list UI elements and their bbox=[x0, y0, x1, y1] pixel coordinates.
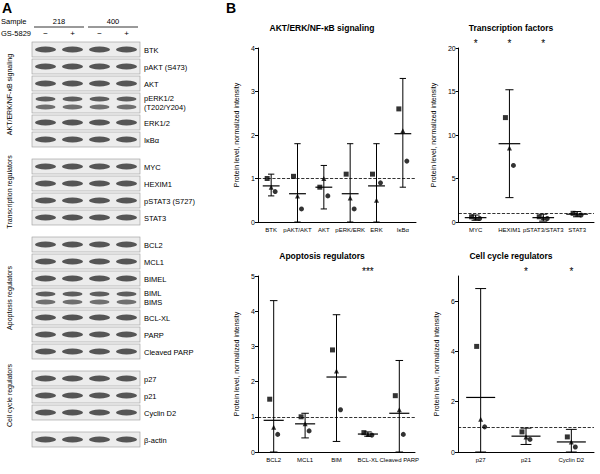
svg-text:Cell cycle regulators: Cell cycle regulators bbox=[6, 363, 14, 427]
svg-text:2: 2 bbox=[251, 378, 255, 385]
svg-text:BCL-XL: BCL-XL bbox=[144, 314, 170, 323]
svg-text:400: 400 bbox=[107, 17, 120, 26]
svg-text:5: 5 bbox=[452, 175, 456, 182]
svg-text:+: + bbox=[70, 29, 75, 38]
svg-text:STAT3: STAT3 bbox=[144, 214, 166, 223]
svg-text:Cleaved PARP: Cleaved PARP bbox=[380, 457, 420, 463]
svg-text:p21: p21 bbox=[144, 392, 157, 401]
svg-text:BCL-XL: BCL-XL bbox=[357, 457, 379, 463]
svg-text:BIML: BIML bbox=[144, 289, 162, 298]
svg-text:pERK1/2: pERK1/2 bbox=[144, 94, 174, 103]
svg-text:218: 218 bbox=[53, 17, 66, 26]
svg-text:Transcription regulators: Transcription regulators bbox=[6, 155, 14, 229]
svg-text:β-actin: β-actin bbox=[144, 436, 167, 445]
svg-text:AKT: AKT bbox=[144, 80, 159, 89]
svg-text:Sample: Sample bbox=[1, 17, 26, 26]
svg-text:p27: p27 bbox=[144, 375, 157, 384]
svg-text:1: 1 bbox=[251, 175, 255, 182]
svg-text:ERK1/2: ERK1/2 bbox=[144, 119, 170, 128]
html-text:B: B bbox=[226, 0, 237, 16]
svg-text:p27: p27 bbox=[476, 457, 487, 463]
svg-text:*: * bbox=[474, 38, 478, 49]
svg-text:pSTAT3/STAT3: pSTAT3/STAT3 bbox=[523, 227, 564, 233]
svg-text:−: − bbox=[43, 29, 48, 38]
svg-text:(T202/Y204): (T202/Y204) bbox=[144, 103, 186, 112]
svg-text:4: 4 bbox=[251, 308, 255, 315]
svg-text:1: 1 bbox=[251, 413, 255, 420]
svg-text:Cleaved PARP: Cleaved PARP bbox=[144, 348, 193, 357]
svg-text:STAT3: STAT3 bbox=[568, 227, 586, 233]
svg-text:Protein level, normalized inte: Protein level, normalized intensity bbox=[233, 82, 241, 187]
svg-text:10: 10 bbox=[448, 132, 456, 139]
svg-text:3: 3 bbox=[251, 88, 255, 95]
svg-text:0: 0 bbox=[251, 219, 255, 226]
svg-text:4: 4 bbox=[451, 348, 455, 355]
svg-text:pAKT (S473): pAKT (S473) bbox=[144, 63, 188, 72]
svg-text:ERK: ERK bbox=[370, 227, 382, 233]
svg-text:20: 20 bbox=[448, 45, 456, 52]
svg-text:A: A bbox=[2, 0, 12, 16]
svg-text:2: 2 bbox=[251, 132, 255, 139]
svg-text:0: 0 bbox=[452, 219, 456, 226]
svg-text:BIM: BIM bbox=[331, 457, 342, 463]
svg-text:MYC: MYC bbox=[144, 163, 161, 172]
svg-text:Protein level, normalized inte: Protein level, normalized intensity bbox=[233, 311, 241, 416]
svg-text:BIMS: BIMS bbox=[144, 298, 162, 307]
svg-text:Apoptosis regulators: Apoptosis regulators bbox=[279, 251, 365, 261]
svg-text:BIMEL: BIMEL bbox=[144, 275, 167, 284]
svg-text:+: + bbox=[124, 29, 129, 38]
svg-text:*: * bbox=[569, 266, 573, 277]
svg-text:5: 5 bbox=[251, 273, 255, 280]
svg-text:*: * bbox=[524, 266, 528, 277]
svg-text:*: * bbox=[507, 38, 511, 49]
svg-text:Cyclin D2: Cyclin D2 bbox=[144, 409, 176, 418]
svg-text:HEXIM1: HEXIM1 bbox=[144, 180, 172, 189]
svg-text:PARP: PARP bbox=[144, 331, 164, 340]
svg-text:15: 15 bbox=[448, 88, 456, 95]
svg-text:Protein level, normalized inte: Protein level, normalized intensity bbox=[433, 311, 441, 416]
svg-text:IκBα: IκBα bbox=[144, 136, 160, 145]
svg-text:Cell cycle regulators: Cell cycle regulators bbox=[469, 251, 552, 261]
svg-text:BTK: BTK bbox=[144, 46, 159, 55]
svg-text:***: *** bbox=[362, 266, 374, 277]
svg-text:−: − bbox=[97, 29, 102, 38]
svg-text:MCL1: MCL1 bbox=[297, 457, 314, 463]
svg-text:HEXIM1: HEXIM1 bbox=[498, 227, 521, 233]
svg-text:pERK/ERK: pERK/ERK bbox=[335, 227, 365, 233]
svg-text:pAKT/AKT: pAKT/AKT bbox=[283, 227, 312, 233]
svg-text:IκBα: IκBα bbox=[397, 227, 410, 233]
svg-text:Cyclin D2: Cyclin D2 bbox=[558, 457, 584, 463]
svg-text:6: 6 bbox=[451, 298, 455, 305]
svg-text:3: 3 bbox=[251, 343, 255, 350]
svg-text:*: * bbox=[541, 38, 545, 49]
svg-text:pSTAT3 (S727): pSTAT3 (S727) bbox=[144, 197, 195, 206]
svg-text:0: 0 bbox=[451, 449, 455, 456]
svg-text:AKT: AKT bbox=[318, 227, 330, 233]
svg-text:BCL2: BCL2 bbox=[144, 241, 163, 250]
svg-text:2: 2 bbox=[451, 398, 455, 405]
svg-text:Protein level, normalized inte: Protein level, normalized intensity bbox=[430, 82, 438, 187]
svg-text:0: 0 bbox=[251, 449, 255, 456]
svg-text:Apoptosis regulators: Apoptosis regulators bbox=[6, 266, 14, 330]
svg-text:Transcription factors: Transcription factors bbox=[469, 23, 554, 33]
svg-text:GS-5829: GS-5829 bbox=[1, 29, 31, 38]
svg-text:AKT/ERK/NF-κB signaling: AKT/ERK/NF-κB signaling bbox=[270, 23, 375, 33]
svg-text:AKT/ERK/NF-κB signaling: AKT/ERK/NF-κB signaling bbox=[6, 54, 14, 135]
svg-text:p21: p21 bbox=[521, 457, 532, 463]
svg-text:BCL2: BCL2 bbox=[266, 457, 282, 463]
svg-text:BTK: BTK bbox=[265, 227, 277, 233]
svg-text:4: 4 bbox=[251, 45, 255, 52]
svg-text:MYC: MYC bbox=[469, 227, 483, 233]
svg-text:MCL1: MCL1 bbox=[144, 258, 164, 267]
